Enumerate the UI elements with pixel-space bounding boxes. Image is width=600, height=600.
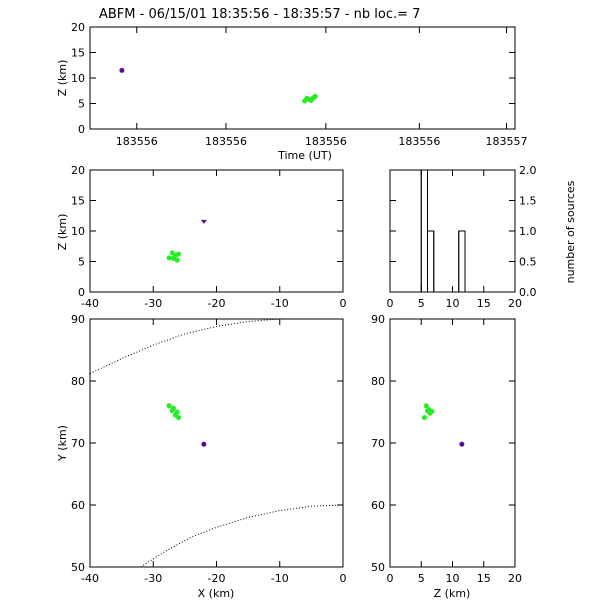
histogram-outline: [390, 169, 515, 293]
panel-height-histogram: 0 5 10 15 200.0 0.5 1.0 1.5 2.0 number of source…: [387, 164, 578, 310]
plan-view-xtick-label: -10: [271, 572, 289, 585]
time-height-ytick-label: 20: [71, 21, 85, 34]
z-y-point: [429, 408, 435, 414]
time-height-xtick-label: 183557: [486, 135, 528, 148]
plan-view-range-ring: [140, 504, 344, 568]
z-y-point: [421, 415, 427, 421]
histogram-ytick-label: 1.5: [519, 195, 537, 208]
x-height-point: [174, 257, 180, 263]
histogram-ytick-label: 0.0: [519, 286, 537, 299]
z-y-ytick-label: 90: [371, 313, 385, 326]
panel-time-height-ylabel: Z (km): [56, 60, 69, 97]
time-height-ytick-label: 0: [78, 123, 85, 136]
time-height-point: [312, 93, 318, 99]
x-height-ytick-label: 5: [78, 256, 85, 269]
x-height-xtick-label: -10: [271, 297, 289, 310]
z-y-point: [459, 441, 465, 447]
panel-time-height-xlabel: Time (UT): [277, 149, 332, 162]
plan-view-point: [174, 409, 180, 415]
z-y-xtick-label: 0: [387, 572, 394, 585]
plan-view-xtick-label: 0: [340, 572, 347, 585]
x-height-ytick-label: 20: [71, 164, 85, 177]
time-height-xtick-label: 183556: [116, 135, 158, 148]
plan-view-ytick-label: 90: [71, 313, 85, 326]
panel-x-height-ylabel: Z (km): [56, 214, 69, 251]
histogram-xtick-label: 0: [387, 297, 394, 310]
plan-view-ytick-label: 80: [71, 375, 85, 388]
panel-plan-view-ylabel: Y (km): [56, 425, 69, 462]
x-height-point: [170, 255, 176, 261]
x-height-xtick-label: -30: [144, 297, 162, 310]
panel-z-y-xlabel: Z (km): [434, 587, 471, 600]
z-y-xtick-label: 10: [446, 572, 460, 585]
histogram-bar: [421, 170, 427, 292]
z-y-xtick-label: 5: [418, 572, 425, 585]
histogram-bar: [459, 231, 465, 292]
z-y-ytick-label: 80: [371, 375, 385, 388]
figure-title: ABFM - 06/15/01 18:35:56 - 18:35:57 - nb…: [99, 7, 420, 22]
histogram-ytick-label: 0.5: [519, 256, 537, 269]
panel-time-height-frame: [89, 26, 516, 130]
z-y-point: [423, 403, 429, 409]
histogram-xtick-label: 5: [418, 297, 425, 310]
panel-histogram-ylabel: number of sources: [564, 180, 577, 283]
x-height-xtick-label: -20: [208, 297, 226, 310]
panel-z-y-frame: [389, 318, 516, 568]
panel-histogram-frame: [389, 169, 516, 293]
plan-view-range-ring: [89, 318, 280, 375]
x-height-xtick-label: -40: [81, 297, 99, 310]
plan-view-xtick-label: -20: [208, 572, 226, 585]
z-y-xtick-label: 15: [477, 572, 491, 585]
z-y-ytick-label: 70: [371, 437, 385, 450]
panel-plan-view-xlabel: X (km): [198, 587, 235, 600]
x-height-point: [200, 219, 207, 224]
plan-view-point: [201, 441, 207, 447]
x-height-point: [166, 255, 172, 261]
panel-plan-view: -40 -30 -20 -10 0 50 60 70 80 90 X (km) Y (km): [56, 313, 347, 600]
time-height-xtick-label: 183556: [305, 135, 347, 148]
plan-view-ytick-label: 60: [71, 499, 85, 512]
x-height-point: [176, 251, 182, 257]
time-height-ytick-label: 15: [71, 47, 85, 60]
z-y-ytick-label: 50: [371, 561, 385, 574]
histogram-xtick-label: 20: [508, 297, 522, 310]
x-height-ytick-label: 0: [78, 286, 85, 299]
time-height-point: [119, 67, 125, 73]
histogram-ytick-label: 2.0: [519, 164, 537, 177]
x-height-ytick-label: 15: [71, 195, 85, 208]
plan-view-point: [176, 415, 182, 421]
panel-plan-view-frame: [89, 318, 344, 568]
time-height-ytick-label: 10: [71, 72, 85, 85]
plan-view-point: [166, 403, 172, 409]
time-height-xtick-label: 183556: [205, 135, 247, 148]
panel-x-height: -40 -30 -20 -10 0 0 5 10 15 20 Z (km): [56, 164, 347, 310]
x-height-ytick-label: 10: [71, 225, 85, 238]
panel-time-height: 183556 183556 183556 183556 183557 0 5 10 15 20 T…: [56, 21, 528, 162]
z-y-ytick-label: 60: [371, 499, 385, 512]
z-y-xtick-label: 20: [508, 572, 522, 585]
plan-view-point: [170, 405, 176, 411]
panel-x-height-frame: [89, 169, 344, 293]
time-height-xtick-label: 183556: [398, 135, 440, 148]
plan-view-xtick-label: -40: [81, 572, 99, 585]
histogram-xtick-label: 10: [446, 297, 460, 310]
plan-view-xtick-label: -30: [144, 572, 162, 585]
time-height-ytick-label: 5: [78, 98, 85, 111]
histogram-bar: [428, 231, 434, 292]
histogram-ytick-label: 1.0: [519, 225, 537, 238]
plan-view-ytick-label: 50: [71, 561, 85, 574]
histogram-xtick-label: 15: [477, 297, 491, 310]
x-height-xtick-label: 0: [340, 297, 347, 310]
panel-z-y-view: 0 5 10 15 20 50 60 70 80 90 Z (km): [371, 313, 522, 600]
plan-view-ytick-label: 70: [71, 437, 85, 450]
